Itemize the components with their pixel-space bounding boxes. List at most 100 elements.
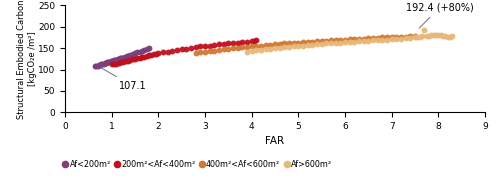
Point (262, 44, 270, 47)
X-axis label: FAR: FAR (266, 136, 284, 146)
Point (108, 63, 116, 66)
Point (411, 36, 419, 39)
Point (411, 34, 419, 37)
Point (148, 54, 156, 56)
Point (98, 63, 106, 66)
Point (92, 65, 100, 68)
Point (271, 47, 279, 50)
Point (124, 54, 132, 57)
Point (341, 41, 349, 44)
Point (120, 60, 128, 63)
Point (336, 39, 344, 41)
Point (243, 50, 251, 53)
Point (134, 51, 141, 54)
Point (378, 39, 386, 41)
Point (369, 39, 377, 42)
Point (446, 36, 454, 39)
Point (397, 35, 405, 38)
Point (308, 40, 316, 43)
Point (252, 39, 260, 42)
Point (112, 58, 120, 61)
Text: 192.4 (+80%): 192.4 (+80%) (406, 3, 473, 28)
Point (106, 60, 114, 63)
Point (285, 42, 293, 45)
Point (266, 43, 274, 46)
Point (432, 33, 440, 36)
Point (92, 65, 100, 68)
Point (341, 38, 349, 41)
Point (94, 64, 102, 67)
Point (346, 40, 354, 43)
Point (257, 44, 265, 47)
Point (128, 58, 136, 61)
Point (134, 57, 141, 60)
Point (322, 39, 330, 42)
Point (229, 47, 237, 50)
Point (290, 45, 298, 48)
Point (120, 56, 128, 59)
Point (152, 52, 160, 55)
Point (215, 43, 223, 46)
Point (96, 63, 104, 66)
Point (406, 35, 414, 38)
Point (229, 42, 237, 45)
Point (234, 41, 241, 44)
Point (355, 40, 363, 43)
Point (383, 38, 391, 41)
Point (196, 51, 204, 54)
Point (439, 34, 447, 37)
Point (304, 44, 312, 47)
Point (276, 46, 283, 49)
Point (104, 60, 112, 63)
Point (299, 44, 307, 47)
Point (243, 45, 251, 48)
Point (280, 46, 288, 49)
Point (173, 48, 181, 51)
Point (392, 38, 400, 41)
Point (430, 34, 438, 37)
Point (114, 61, 122, 64)
Point (224, 42, 232, 45)
Point (145, 47, 153, 50)
Point (142, 54, 150, 57)
Point (388, 38, 396, 41)
Point (238, 46, 246, 49)
Point (332, 41, 340, 44)
Y-axis label: Structural Embodied Carbon
[kgCO₂e /m²]: Structural Embodied Carbon [kgCO₂e /m²] (17, 0, 36, 119)
Point (313, 40, 321, 43)
Point (122, 55, 130, 58)
Point (206, 44, 214, 47)
Point (332, 39, 340, 41)
Legend: Af<200m², 200m²<Af<400m², 400m²<Af<600m², Af>600m²: Af<200m², 200m²<Af<400m², 400m²<Af<600m²… (60, 157, 335, 172)
Point (131, 57, 139, 60)
Point (364, 39, 372, 42)
Point (420, 29, 428, 31)
Text: 107.1: 107.1 (101, 68, 146, 91)
Point (238, 41, 246, 44)
Point (294, 45, 302, 47)
Point (94, 64, 102, 67)
Point (392, 36, 400, 39)
Point (418, 35, 426, 38)
Point (448, 35, 456, 38)
Point (138, 56, 146, 59)
Point (192, 52, 200, 55)
Point (142, 48, 150, 50)
Point (109, 59, 117, 62)
Point (114, 57, 122, 60)
Point (434, 34, 442, 37)
Point (187, 46, 195, 49)
Point (402, 35, 409, 38)
Point (416, 35, 424, 38)
Point (422, 35, 430, 38)
Point (250, 39, 258, 42)
Point (266, 47, 274, 50)
Point (103, 61, 111, 64)
Point (252, 49, 260, 52)
Point (280, 42, 288, 45)
Point (397, 37, 405, 40)
Point (360, 37, 368, 40)
Point (294, 41, 302, 44)
Point (428, 34, 436, 37)
Point (414, 36, 422, 39)
